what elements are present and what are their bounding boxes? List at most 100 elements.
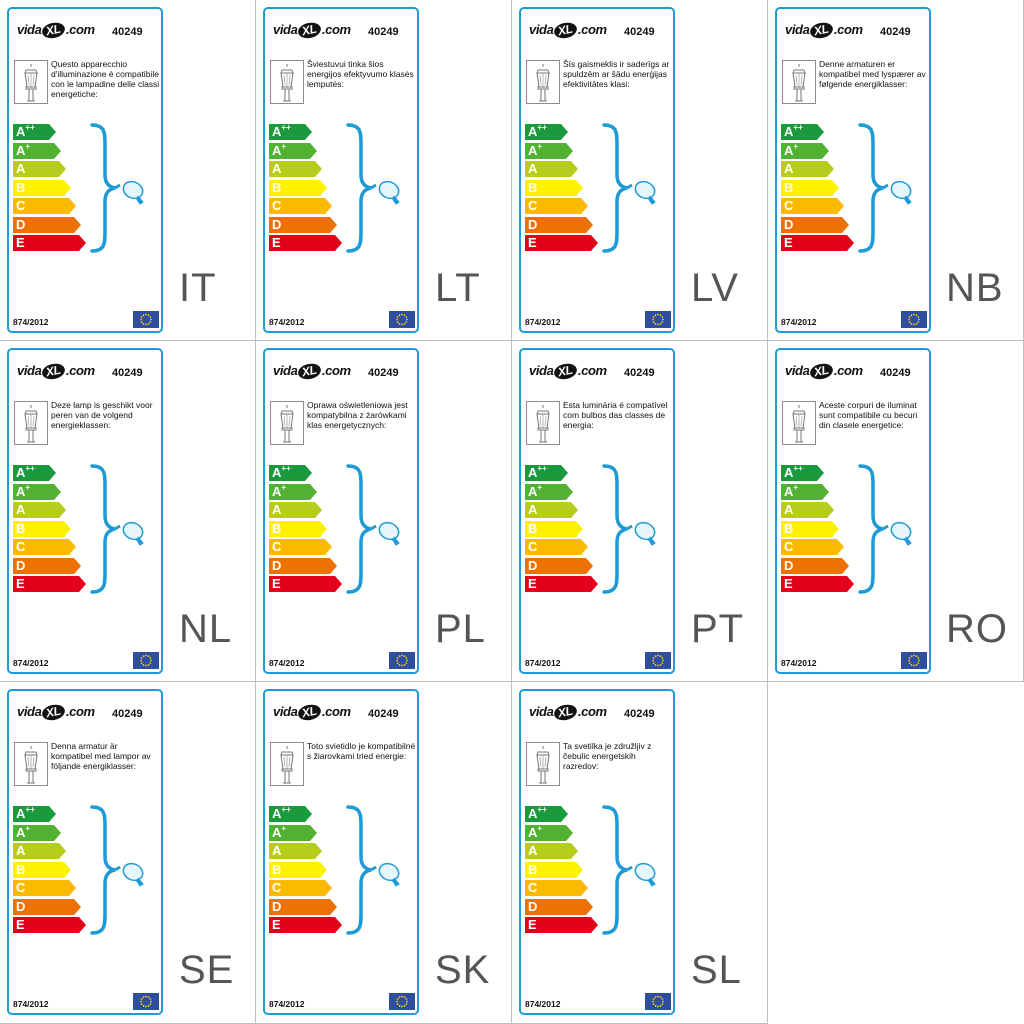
energy-class-letter: B [16, 179, 26, 195]
energy-class-label: A+ [784, 142, 798, 159]
energy-label-card: vida XL .com 40249 Questo apparecchio d'illu… [7, 7, 163, 333]
energy-class-bar: B [269, 861, 328, 878]
energy-class-letter: A [272, 502, 282, 517]
energy-class-letter: C [16, 880, 26, 895]
language-code: LV [691, 266, 739, 310]
energy-class-modifier: + [281, 482, 287, 492]
energy-class-letter: B [784, 520, 794, 536]
eu-flag-icon [645, 311, 671, 328]
energy-class-bar: E [525, 235, 599, 251]
energy-class-bar: A [269, 502, 323, 518]
energy-class-label: C [16, 539, 25, 555]
energy-class-letter: A [272, 806, 282, 821]
brand-logo: vida XL .com [17, 20, 95, 41]
energy-class-label: C [528, 880, 537, 896]
energy-class-modifier: + [25, 141, 31, 151]
energy-class-letter: A [528, 161, 538, 176]
label-cell-ro: vida XL .com 40249 Aceste corpuri de ilumina… [768, 341, 1024, 682]
language-code: LT [435, 266, 481, 310]
energy-class-letter: A [528, 843, 538, 858]
energy-class-label: A [272, 843, 281, 859]
language-code: PT [691, 607, 745, 651]
brace-and-bulb [601, 464, 671, 599]
energy-class-label: D [272, 558, 281, 574]
energy-class-modifier: ++ [25, 464, 35, 473]
energy-class-label: A+ [272, 824, 286, 841]
energy-class-bar: A++ [269, 465, 313, 481]
energy-class-label: A++ [528, 124, 547, 140]
energy-class-bar: E [525, 576, 599, 592]
brand-xl: XL [809, 20, 835, 41]
brand-xl: XL [553, 20, 579, 41]
energy-class-letter: A [272, 843, 282, 858]
energy-class-letter: B [16, 520, 26, 536]
energy-class-label: A+ [272, 482, 287, 500]
brand-prefix: vida [273, 22, 298, 37]
product-code: 40249 [112, 708, 143, 720]
energy-class-label: E [784, 576, 793, 592]
energy-class-bar: A+ [525, 823, 574, 841]
brand-logo: vida XL .com [17, 361, 95, 382]
energy-class-modifier: ++ [793, 464, 803, 473]
energy-class-letter: A [528, 502, 538, 517]
label-cell-lt: vida XL .com 40249 Šviestuvui tinka šios ene… [256, 0, 512, 341]
energy-class-bar: C [13, 539, 77, 555]
energy-class-label: B [528, 862, 537, 878]
brand-logo: vida XL .com [17, 702, 95, 723]
energy-class-letter: C [272, 198, 282, 213]
energy-class-label: C [784, 539, 793, 555]
description-text: Šīs gaismeklis ir saderīgs ar spuldzēm a… [563, 59, 670, 89]
language-code: NB [946, 266, 1004, 310]
energy-class-letter: D [16, 216, 26, 232]
light-bulb-icon [378, 180, 400, 205]
energy-class-bar: A+ [525, 483, 574, 500]
label-cell-it: vida XL .com 40249 Questo apparecchio d'illu… [0, 0, 256, 341]
energy-class-label: A+ [784, 483, 798, 500]
regulation-number: 874/2012 [13, 658, 49, 668]
energy-class-label: A+ [272, 142, 286, 159]
description-text: Denna armatur är kompatibel med lampor a… [51, 741, 151, 771]
energy-class-bar: A+ [269, 824, 318, 841]
language-code: IT [179, 266, 217, 310]
energy-class-bar: A+ [781, 142, 830, 159]
language-code: RO [946, 607, 1008, 651]
energy-class-letter: A [16, 502, 26, 517]
energy-class-letter: A [528, 483, 538, 499]
energy-class-letter: D [16, 557, 26, 573]
brand-xl: XL [553, 361, 579, 382]
product-code: 40249 [368, 708, 399, 720]
brand-xl: XL [41, 361, 67, 382]
energy-class-label: B [272, 521, 281, 537]
energy-class-bar: A [525, 843, 579, 859]
energy-class-label: E [528, 576, 537, 592]
brand-xl: XL [553, 702, 579, 723]
brace-and-bulb [345, 805, 415, 940]
description-text: Ta svetilka je združljiv z čebulic energ… [563, 741, 652, 771]
brand-suffix: .com [321, 22, 351, 37]
energy-class-label: A [16, 843, 25, 859]
energy-class-letter: C [528, 539, 538, 554]
energy-class-letter: A [16, 806, 26, 821]
energy-class-letter: B [784, 179, 794, 195]
energy-class-bar: D [525, 216, 594, 233]
description-text: Questo apparecchio d'illuminazione è com… [51, 59, 160, 99]
brand-suffix: .com [321, 363, 351, 378]
energy-class-bar: B [13, 861, 72, 878]
energy-class-label: C [272, 539, 281, 555]
energy-class-bar: D [525, 898, 594, 915]
product-code: 40249 [112, 367, 143, 379]
energy-class-bar: C [525, 198, 589, 214]
lantern-icon [782, 60, 816, 104]
energy-class-letter: E [16, 917, 25, 932]
energy-class-letter: A [16, 465, 26, 480]
brand-prefix: vida [273, 704, 298, 719]
energy-class-modifier: + [537, 823, 543, 833]
brand-xl: XL [297, 20, 323, 41]
energy-class-bar: E [781, 235, 855, 251]
energy-class-label: B [272, 180, 281, 196]
language-code: SL [691, 948, 742, 992]
brace-and-bulb [89, 805, 159, 940]
energy-class-letter: B [272, 861, 282, 877]
energy-class-letter: B [16, 861, 26, 877]
